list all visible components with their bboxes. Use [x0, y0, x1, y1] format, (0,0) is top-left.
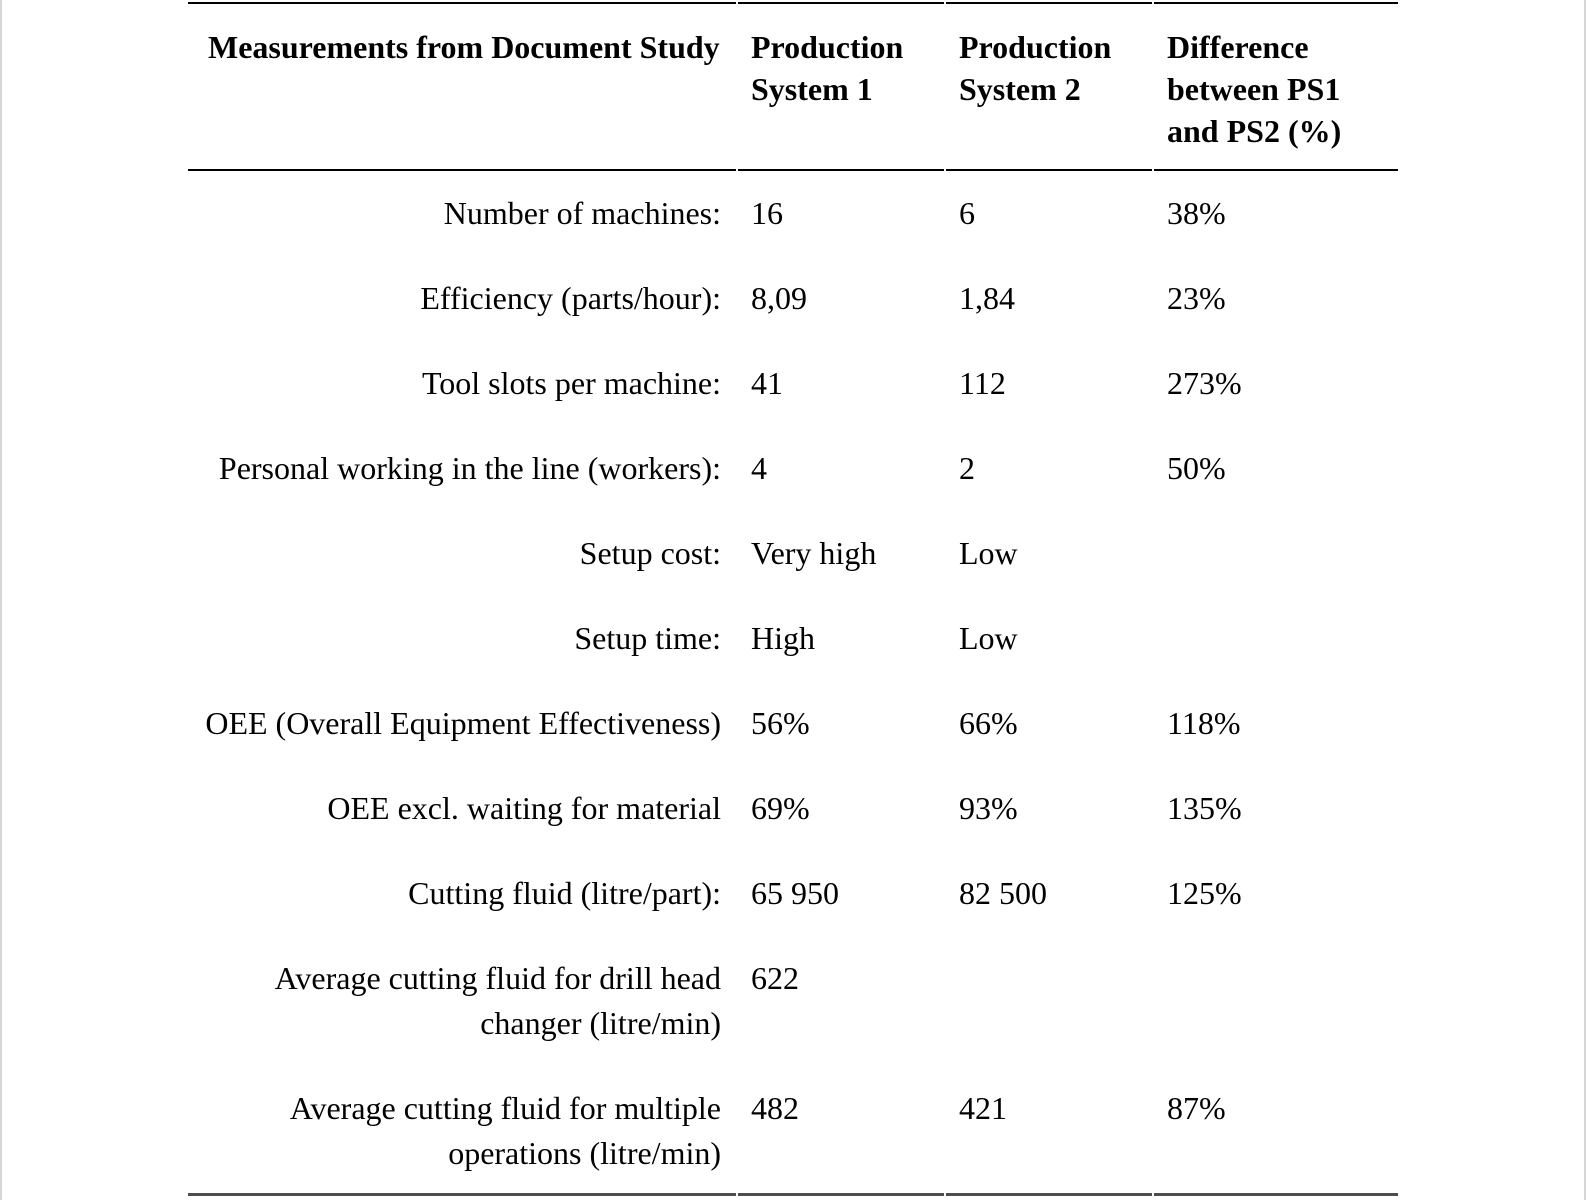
cell-ps2-value: 421: [946, 1066, 1152, 1196]
table-row: OEE (Overall Equipment Effectiveness) 56…: [188, 681, 1398, 766]
table-header-row: Measurements from Document Study Product…: [188, 2, 1398, 171]
cell-ps1-value: 8,09: [738, 256, 944, 341]
cell-ps1-value: 4: [738, 426, 944, 511]
row-label: OEE excl. waiting for material: [188, 766, 736, 851]
cell-ps1-value: 482: [738, 1066, 944, 1196]
cell-ps1-value: 41: [738, 341, 944, 426]
table-row: OEE excl. waiting for material 69% 93% 1…: [188, 766, 1398, 851]
table-row: Setup time: High Low: [188, 596, 1398, 681]
row-label: Efficiency (parts/hour):: [188, 256, 736, 341]
table-row: Cutting fluid (litre/part): 65 950 82 50…: [188, 851, 1398, 936]
cell-ps2-value: 66%: [946, 681, 1152, 766]
row-label: Number of machines:: [188, 171, 736, 256]
cell-ps2-value: 1,84: [946, 256, 1152, 341]
row-label: Average cutting fluid for drill head cha…: [188, 936, 736, 1066]
page-edge-right: [1584, 0, 1586, 1200]
cell-ps2-value: [946, 936, 1152, 1066]
column-header-measurements: Measurements from Document Study: [188, 2, 736, 171]
table-header: Measurements from Document Study Product…: [188, 2, 1398, 171]
cell-diff-value: [1154, 511, 1398, 596]
cell-ps2-value: 6: [946, 171, 1152, 256]
row-label: Average cutting fluid for multiple opera…: [188, 1066, 736, 1196]
cell-ps2-value: 112: [946, 341, 1152, 426]
row-label: Setup time:: [188, 596, 736, 681]
cell-ps1-value: 69%: [738, 766, 944, 851]
column-header-difference: Difference between PS1 and PS2 (%): [1154, 2, 1398, 171]
cell-diff-value: 87%: [1154, 1066, 1398, 1196]
row-label: Setup cost:: [188, 511, 736, 596]
cell-diff-value: 23%: [1154, 256, 1398, 341]
table-row: Average cutting fluid for multiple opera…: [188, 1066, 1398, 1196]
row-label: OEE (Overall Equipment Effectiveness): [188, 681, 736, 766]
cell-ps2-value: Low: [946, 511, 1152, 596]
cell-ps2-value: 82 500: [946, 851, 1152, 936]
cell-ps2-value: 2: [946, 426, 1152, 511]
row-label: Tool slots per machine:: [188, 341, 736, 426]
table-row: Efficiency (parts/hour): 8,09 1,84 23%: [188, 256, 1398, 341]
table-row: Average cutting fluid for drill head cha…: [188, 936, 1398, 1066]
cell-diff-value: 38%: [1154, 171, 1398, 256]
cell-diff-value: 273%: [1154, 341, 1398, 426]
table-row: Number of machines: 16 6 38%: [188, 171, 1398, 256]
cell-ps1-value: Very high: [738, 511, 944, 596]
cell-diff-value: 125%: [1154, 851, 1398, 936]
table-row: Personal working in the line (workers): …: [188, 426, 1398, 511]
cell-diff-value: [1154, 596, 1398, 681]
cell-ps2-value: Low: [946, 596, 1152, 681]
column-header-ps2: Production System 2: [946, 2, 1152, 171]
row-label: Personal working in the line (workers):: [188, 426, 736, 511]
page-edge-left: [0, 0, 2, 1200]
cell-ps1-value: 16: [738, 171, 944, 256]
table-row: Tool slots per machine: 41 112 273%: [188, 341, 1398, 426]
cell-diff-value: [1154, 936, 1398, 1066]
table-body: Number of machines: 16 6 38% Efficiency …: [188, 171, 1398, 1196]
cell-ps2-value: 93%: [946, 766, 1152, 851]
cell-ps1-value: High: [738, 596, 944, 681]
table-row: Setup cost: Very high Low: [188, 511, 1398, 596]
column-header-ps1: Production System 1: [738, 2, 944, 171]
cell-diff-value: 135%: [1154, 766, 1398, 851]
cell-diff-value: 118%: [1154, 681, 1398, 766]
cell-ps1-value: 622: [738, 936, 944, 1066]
cell-diff-value: 50%: [1154, 426, 1398, 511]
measurements-table: Measurements from Document Study Product…: [186, 2, 1400, 1196]
cell-ps1-value: 65 950: [738, 851, 944, 936]
row-label: Cutting fluid (litre/part):: [188, 851, 736, 936]
cell-ps1-value: 56%: [738, 681, 944, 766]
